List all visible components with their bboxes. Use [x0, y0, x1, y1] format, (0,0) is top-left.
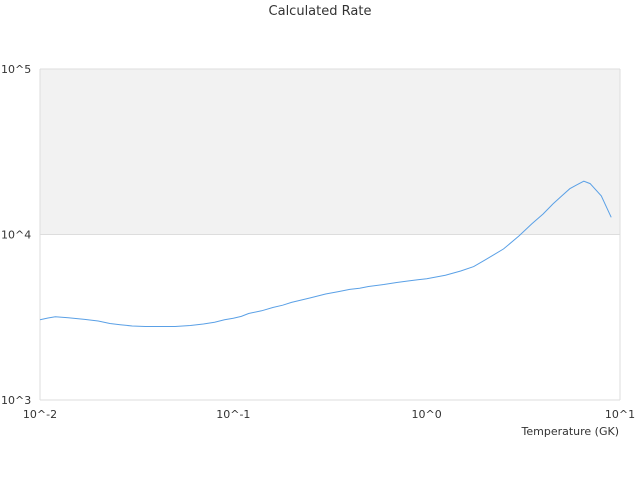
x-tick-label: 10^-1	[216, 408, 250, 421]
y-tick-label: 10^3	[1, 394, 31, 407]
y-tick-label: 10^4	[1, 229, 31, 242]
x-tick-label: 10^1	[605, 408, 635, 421]
x-axis-title: Temperature (GK)	[521, 425, 620, 438]
y-tick-label: 10^5	[1, 63, 31, 76]
x-tick-label: 10^-2	[23, 408, 57, 421]
series-line-0	[39, 180, 612, 327]
shaded-band	[40, 69, 620, 235]
x-tick-label: 10^0	[412, 408, 442, 421]
chart-title: Calculated Rate	[268, 4, 372, 19]
